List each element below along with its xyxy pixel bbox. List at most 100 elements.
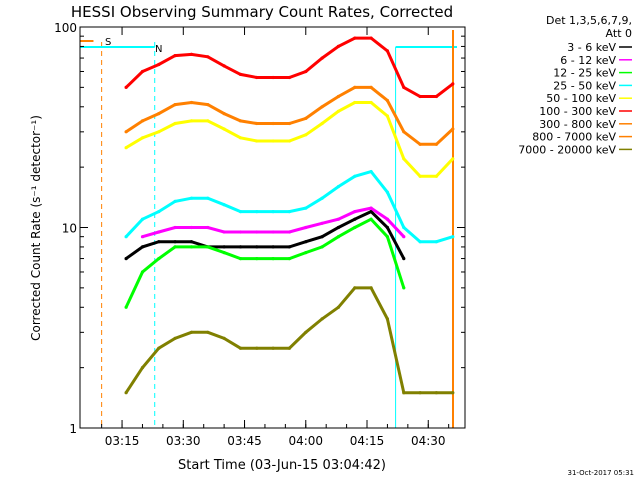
series-line-counts-black xyxy=(125,209,406,260)
point-series-8-13 xyxy=(304,330,308,334)
point-series-3-8 xyxy=(222,203,226,207)
point-series-6-14 xyxy=(320,105,324,109)
point-series-5-10 xyxy=(255,75,259,80)
point-series-2-10 xyxy=(255,257,259,261)
point-series-2-8 xyxy=(222,251,226,255)
point-series-4-16 xyxy=(353,100,357,105)
point-series-5-2 xyxy=(124,85,128,89)
point-series-2-13 xyxy=(304,251,308,255)
point-series-1-19 xyxy=(402,235,406,239)
series-series-8 xyxy=(124,286,455,395)
series-series-2 xyxy=(124,217,406,309)
point-series-5-12 xyxy=(287,75,291,80)
legend-label-7: 800 - 7000 keV xyxy=(532,131,616,144)
point-counts-black-3 xyxy=(140,245,145,249)
point-counts-black-8 xyxy=(222,245,226,249)
point-series-4-13 xyxy=(304,133,308,137)
point-series-5-19 xyxy=(402,85,406,89)
point-series-1-14 xyxy=(320,221,324,225)
point-series-6-4 xyxy=(157,112,161,116)
point-series-5-17 xyxy=(369,36,373,40)
point-series-5-7 xyxy=(206,55,210,59)
point-series-5-22 xyxy=(451,82,455,86)
point-series-3-5 xyxy=(173,199,177,203)
flag-n-label: N xyxy=(155,44,162,55)
point-series-5-20 xyxy=(418,94,422,99)
point-series-8-20 xyxy=(418,391,422,395)
point-series-4-20 xyxy=(418,174,422,178)
point-series-4-14 xyxy=(320,121,324,126)
point-series-8-9 xyxy=(238,346,243,350)
y-tick-label-0: 1 xyxy=(69,422,77,436)
point-series-2-14 xyxy=(320,245,324,249)
chart-title: HESSI Observing Summary Count Rates, Cor… xyxy=(71,3,453,21)
x-tick-label-4: 04:15 xyxy=(350,434,385,448)
point-series-1-10 xyxy=(255,230,259,234)
series-series-4 xyxy=(124,100,455,178)
point-counts-black-11 xyxy=(271,245,275,249)
legend-header-2: Att 0 xyxy=(606,27,632,40)
point-series-8-2 xyxy=(124,391,128,395)
point-series-6-2 xyxy=(124,130,128,134)
point-series-2-18 xyxy=(385,235,389,239)
point-series-1-9 xyxy=(238,230,243,234)
point-series-8-22 xyxy=(451,391,455,395)
point-series-8-6 xyxy=(189,330,194,334)
point-counts-black-19 xyxy=(402,257,406,261)
x-tick-label-2: 03:45 xyxy=(227,434,262,448)
point-series-5-13 xyxy=(304,69,308,74)
point-series-3-16 xyxy=(353,174,357,178)
flag-s-label: S xyxy=(105,37,111,48)
series-line-series-2 xyxy=(124,217,406,308)
x-axis-label: Start Time (03-Jun-15 03:04:42) xyxy=(178,458,386,473)
point-counts-black-5 xyxy=(173,240,177,244)
x-tick-label-5: 04:30 xyxy=(411,434,446,448)
point-series-6-3 xyxy=(140,119,145,123)
point-series-8-10 xyxy=(255,346,259,350)
point-series-5-9 xyxy=(238,72,243,76)
point-series-3-4 xyxy=(157,210,161,214)
x-tick-label-3: 04:00 xyxy=(288,434,323,448)
point-series-5-18 xyxy=(385,49,389,53)
legend-label-1: 6 - 12 keV xyxy=(560,54,616,67)
point-series-2-12 xyxy=(287,257,291,261)
point-series-3-2 xyxy=(124,235,128,239)
point-series-2-6 xyxy=(189,245,194,249)
point-series-3-13 xyxy=(304,206,308,210)
point-series-6-15 xyxy=(336,94,340,99)
y-axis-label: Corrected Count Rate (s⁻¹ detector⁻¹) xyxy=(29,115,43,341)
point-series-1-7 xyxy=(206,225,210,230)
plot-area: SN xyxy=(80,30,457,428)
point-series-1-12 xyxy=(287,230,291,234)
point-counts-black-15 xyxy=(336,225,340,230)
point-series-4-3 xyxy=(140,136,145,140)
point-series-6-16 xyxy=(353,85,357,89)
point-series-5-15 xyxy=(336,44,340,49)
point-series-3-17 xyxy=(369,170,373,174)
legend-header-1: Det 1,3,5,6,7,9, xyxy=(546,14,632,27)
point-series-6-18 xyxy=(385,98,389,103)
point-series-8-5 xyxy=(173,336,177,340)
plot-frame xyxy=(79,26,466,429)
point-series-5-4 xyxy=(157,62,161,67)
legend-label-3: 25 - 50 keV xyxy=(553,79,616,92)
point-series-3-15 xyxy=(336,185,340,189)
point-series-8-11 xyxy=(271,346,275,350)
point-series-4-2 xyxy=(124,146,128,150)
legend-label-0: 3 - 6 keV xyxy=(567,41,616,54)
point-series-3-19 xyxy=(402,225,406,230)
point-series-8-12 xyxy=(287,346,291,350)
point-series-3-20 xyxy=(418,240,422,244)
point-series-8-19 xyxy=(402,391,406,395)
series-series-1 xyxy=(140,206,406,239)
point-series-4-9 xyxy=(238,136,243,140)
point-series-3-22 xyxy=(451,235,455,239)
legend-label-4: 50 - 100 keV xyxy=(546,92,616,105)
point-counts-black-16 xyxy=(353,217,357,221)
series-line-series-6 xyxy=(125,85,454,146)
legend-label-5: 100 - 300 keV xyxy=(539,105,616,118)
point-series-6-21 xyxy=(434,142,438,146)
point-series-6-13 xyxy=(304,116,308,120)
